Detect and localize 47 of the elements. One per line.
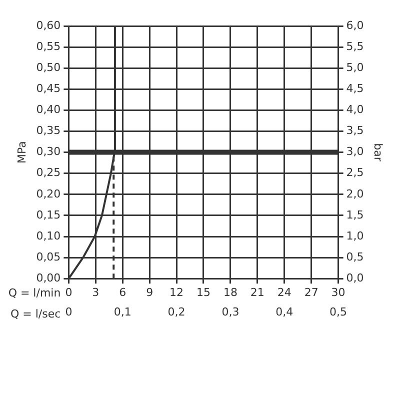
y2-tick-label: 1,0	[346, 229, 364, 242]
y-tick-label: 0,35	[36, 124, 61, 138]
y-axis-title: MPa	[15, 141, 28, 164]
y-tick-label: 0,25	[36, 166, 61, 180]
x-axis-title: Q = l/min	[8, 286, 61, 300]
x-tick-label: 3	[92, 286, 100, 300]
x-tick-label: 15	[196, 286, 210, 300]
y-tick-label: 0,60	[36, 18, 61, 32]
x2-tick-label: 0,3	[222, 305, 240, 318]
y-tick-label: 0,20	[36, 187, 61, 200]
y-tick-label: 0,15	[36, 208, 61, 222]
y2-tick-label: 4,5	[346, 82, 364, 96]
y2-tick-label: 4,0	[346, 103, 364, 116]
y-tick-label: 0,30	[36, 145, 61, 158]
y2-tick-label: 0,5	[346, 250, 364, 264]
x2-tick-label: 0,1	[114, 305, 132, 318]
x-tick-label: 27	[304, 286, 318, 300]
y2-tick-label: 3,0	[346, 145, 364, 158]
x-tick-label: 24	[277, 286, 292, 300]
y2-tick-label: 2,5	[346, 166, 364, 180]
x2-tick-label: 0	[65, 305, 72, 318]
x2-axis-title: Q = l/sec	[10, 308, 61, 321]
y-tick-label: 0,55	[36, 40, 61, 53]
y2-tick-label: 6,0	[346, 18, 364, 32]
y2-tick-label: 1,5	[346, 208, 364, 222]
y2-axis-title: bar	[372, 143, 385, 162]
x2-tick-label: 0,5	[330, 305, 348, 318]
y2-tick-label: 3,5	[346, 124, 364, 138]
y-tick-label: 0,00	[36, 271, 61, 284]
x-tick-label: 9	[146, 286, 154, 300]
y-tick-label: 0,40	[36, 103, 61, 116]
x2-tick-label: 0,4	[276, 305, 294, 318]
y2-tick-label: 5,5	[346, 40, 364, 53]
x2-tick-label: 0,2	[168, 305, 186, 318]
y2-tick-label: 2,0	[346, 187, 364, 200]
x-tick-label: 12	[170, 286, 184, 300]
x-tick-label: 21	[250, 286, 264, 300]
y-tick-label: 0,45	[36, 82, 61, 96]
y2-tick-label: 0,0	[346, 271, 364, 284]
y-tick-label: 0,50	[36, 60, 61, 74]
x-tick-label: 18	[223, 286, 238, 300]
x-tick-label: 0	[65, 286, 72, 300]
x-tick-label: 30	[331, 286, 346, 300]
y2-tick-label: 5,0	[346, 60, 364, 74]
y-tick-label: 0,05	[36, 250, 61, 264]
y-tick-label: 0,10	[36, 229, 61, 242]
x-tick-label: 6	[119, 286, 126, 300]
